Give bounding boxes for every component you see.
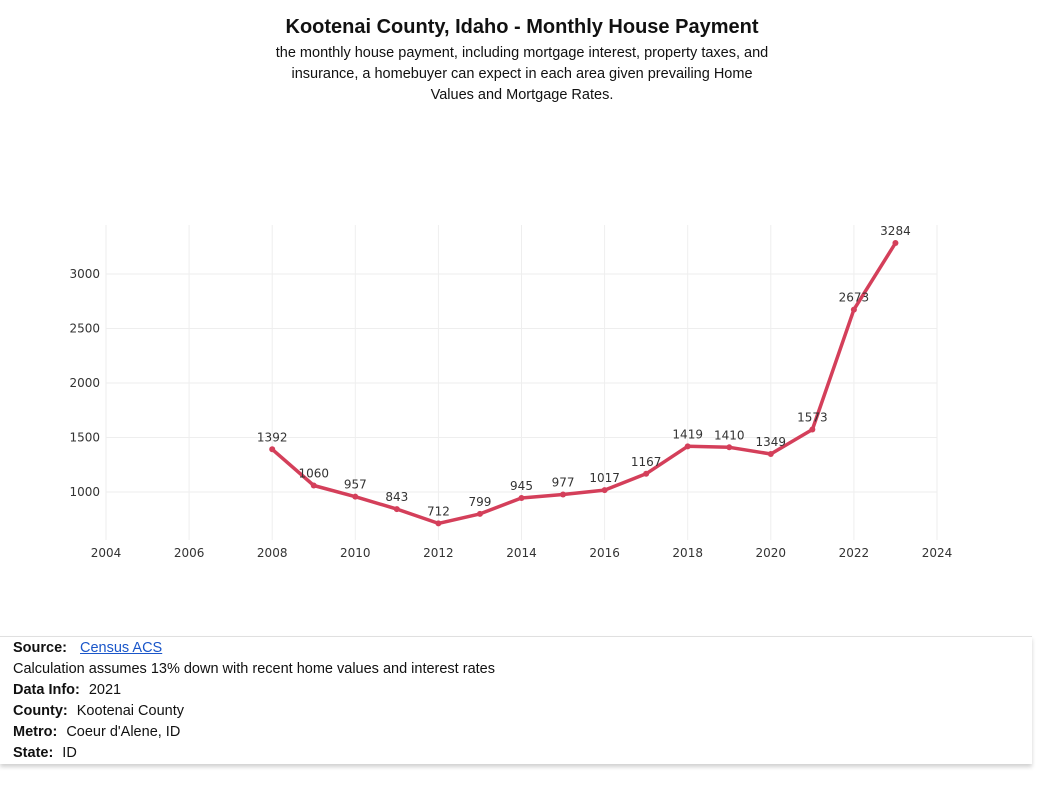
y-tick-label: 1000 bbox=[69, 485, 100, 499]
x-tick-label: 2014 bbox=[506, 546, 537, 560]
data-label: 945 bbox=[510, 479, 533, 493]
data-point bbox=[476, 510, 483, 517]
data-point bbox=[643, 470, 650, 477]
data-point bbox=[393, 506, 400, 513]
data-info-value: 2021 bbox=[88, 682, 122, 698]
county-row: County: Kootenai County bbox=[13, 703, 184, 719]
data-point bbox=[767, 450, 774, 457]
data-label: 957 bbox=[344, 478, 367, 492]
chart-subtitle: the monthly house payment, including mor… bbox=[275, 45, 769, 103]
data-point bbox=[310, 482, 317, 489]
data-label: 1410 bbox=[714, 428, 745, 442]
x-tick-label: 2012 bbox=[423, 546, 454, 560]
data-info-row: Data Info: 2021 bbox=[13, 682, 121, 698]
data-point bbox=[352, 493, 359, 500]
data-label: 712 bbox=[427, 504, 450, 518]
data-label: 799 bbox=[468, 495, 491, 509]
data-label: 1167 bbox=[631, 455, 662, 469]
source-row: Source: Census ACS bbox=[13, 640, 162, 656]
y-tick-label: 3000 bbox=[69, 267, 100, 281]
data-label: 977 bbox=[552, 476, 575, 490]
x-tick-label: 2006 bbox=[174, 546, 205, 560]
metro-row: Metro: Coeur d'Alene, ID bbox=[13, 724, 180, 740]
x-tick-label: 2018 bbox=[672, 546, 703, 560]
state-label: State: bbox=[13, 745, 54, 761]
x-tick-label: 2022 bbox=[839, 546, 870, 560]
series-line bbox=[270, 241, 898, 526]
metro-label: Metro: bbox=[13, 724, 58, 740]
data-point bbox=[601, 487, 608, 494]
info-footer: Source: Census ACS Calculation assumes 13… bbox=[0, 636, 1032, 764]
line-chart: 2004 2006 2008 2010 2012 2014 2016 2018 2020 2022… bbox=[69, 224, 953, 560]
y-tick-label: 2500 bbox=[69, 322, 100, 336]
data-point bbox=[684, 443, 691, 450]
x-tick-label: 2008 bbox=[257, 546, 288, 560]
y-tick-label: 2000 bbox=[69, 376, 100, 390]
data-info-label: Data Info: bbox=[13, 682, 80, 698]
metro-value: Coeur d'Alene, ID bbox=[66, 724, 181, 740]
x-tick-label: 2020 bbox=[756, 546, 787, 560]
data-label: 1060 bbox=[298, 466, 329, 480]
data-label: 1573 bbox=[797, 411, 828, 425]
data-label: 843 bbox=[385, 490, 408, 504]
chart-title: Kootenai County, Idaho - Monthly House P… bbox=[285, 16, 759, 38]
data-point bbox=[726, 444, 733, 451]
calculation-note: Calculation assumes 13% down with recent… bbox=[13, 661, 495, 677]
y-tick-label: 1500 bbox=[69, 431, 100, 445]
data-label: 1419 bbox=[672, 427, 703, 441]
county-label: County: bbox=[13, 703, 68, 719]
data-point bbox=[892, 240, 899, 247]
data-label: 1017 bbox=[589, 471, 620, 485]
data-point bbox=[809, 426, 816, 433]
source-label: Source: bbox=[13, 640, 67, 656]
data-point bbox=[518, 494, 525, 501]
data-label: 1392 bbox=[257, 430, 288, 444]
x-tick-label: 2004 bbox=[91, 546, 122, 560]
data-point bbox=[435, 520, 442, 527]
data-point bbox=[560, 491, 567, 498]
data-point bbox=[269, 446, 276, 453]
data-label: 3284 bbox=[880, 224, 911, 238]
state-row: State: ID bbox=[13, 745, 77, 761]
x-tick-label: 2024 bbox=[922, 546, 953, 560]
source-link[interactable]: Census ACS bbox=[80, 640, 163, 656]
x-tick-label: 2010 bbox=[340, 546, 371, 560]
data-label: 2673 bbox=[839, 291, 870, 305]
chart-header: Kootenai County, Idaho - Monthly House P… bbox=[0, 16, 1040, 106]
data-label: 1349 bbox=[756, 435, 787, 449]
x-tick-label: 2016 bbox=[589, 546, 620, 560]
county-value: Kootenai County bbox=[76, 703, 184, 719]
data-point bbox=[850, 306, 857, 313]
state-value: ID bbox=[62, 745, 77, 761]
